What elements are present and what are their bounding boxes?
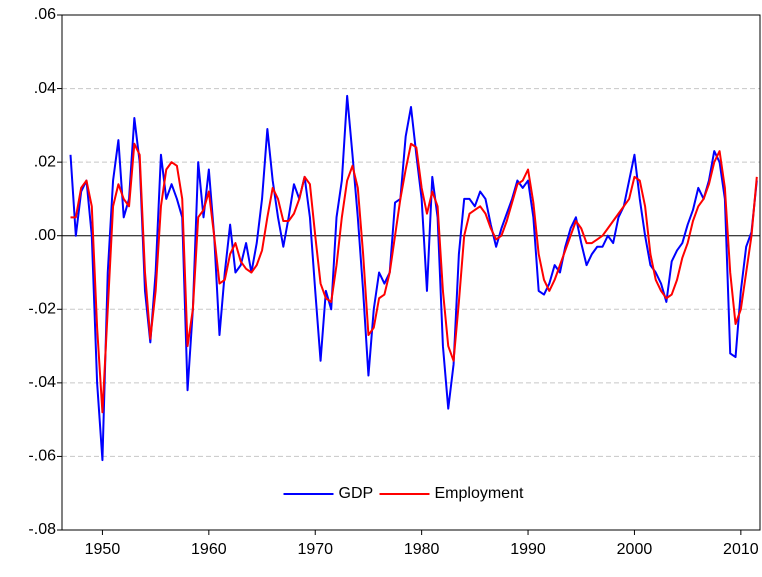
y-tick-label: .06 [34,6,56,23]
y-tick-label: -.04 [28,374,56,391]
x-tick-label: 1950 [85,541,121,558]
y-tick-label: -.02 [28,301,56,318]
y-tick-label: .00 [34,227,56,244]
x-tick-label: 1980 [404,541,440,558]
x-tick-label: 1990 [510,541,546,558]
series-line [70,142,758,414]
x-tick-label: 1960 [191,541,227,558]
x-tick-label: 1970 [297,541,333,558]
series-line [69,94,758,462]
y-tick-label: -.08 [28,521,56,538]
legend-label: Employment [435,485,524,502]
y-tick-label: .02 [34,153,56,170]
legend-label: GDP [339,485,374,502]
plot-frame [61,14,761,531]
x-tick-label: 2000 [617,541,653,558]
y-tick-label: .04 [34,80,56,97]
x-tick-label: 2010 [723,541,759,558]
plot-area [62,15,760,530]
y-tick-label: -.06 [28,448,56,465]
